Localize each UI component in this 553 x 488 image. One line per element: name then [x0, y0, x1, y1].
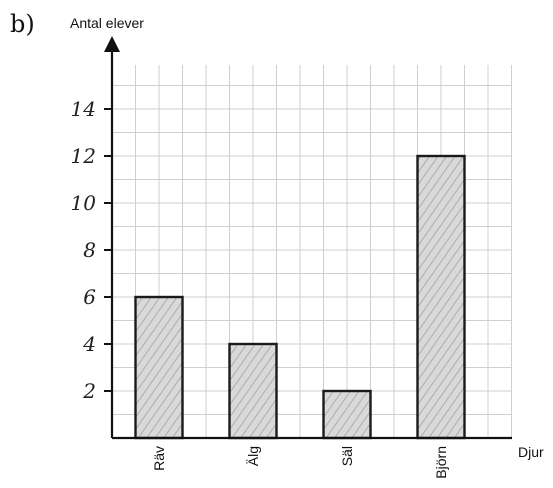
- y-tick-label: 6: [83, 285, 96, 309]
- y-tick-label: 14: [71, 97, 96, 121]
- category-label: Älg: [245, 446, 261, 466]
- y-tick-label: 10: [71, 191, 97, 215]
- category-label: Säl: [339, 446, 355, 466]
- y-axis-title: Antal elever: [70, 15, 144, 31]
- y-tick-label: 2: [82, 379, 96, 403]
- y-tick-label: 12: [71, 144, 96, 168]
- bar-räv: [134, 295, 184, 440]
- axes: [104, 36, 512, 440]
- subfigure-label: b): [10, 10, 35, 38]
- y-axis-arrow: [104, 36, 120, 52]
- bar-älg: [228, 342, 278, 440]
- category-label: Räv: [151, 446, 167, 471]
- category-labels: Räv Älg Säl Björn: [151, 446, 449, 479]
- y-tick-label: 8: [83, 238, 96, 262]
- y-tick-label: 4: [82, 332, 96, 356]
- x-axis-title: Djur: [518, 444, 544, 460]
- bar-björn: [416, 154, 466, 440]
- bar-säl: [322, 389, 372, 440]
- bars: [134, 154, 466, 440]
- y-tick-labels: 2 4 6 8 10 12 14: [71, 97, 112, 403]
- category-label: Björn: [433, 446, 449, 479]
